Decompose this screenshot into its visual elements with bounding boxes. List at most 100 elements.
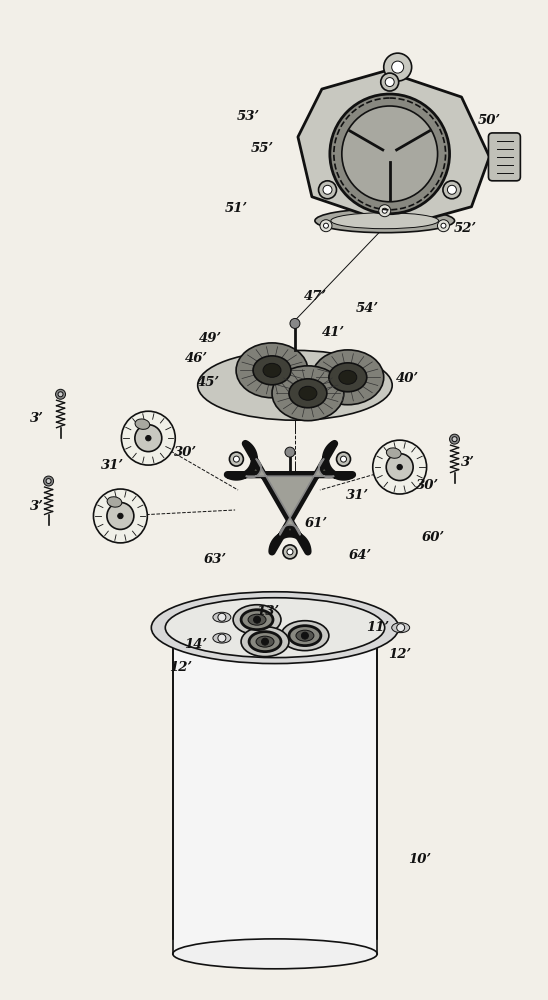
Text: 49’: 49’	[198, 332, 222, 345]
Circle shape	[283, 545, 297, 559]
Text: 52’: 52’	[454, 222, 477, 235]
Circle shape	[342, 106, 438, 202]
Text: 53’: 53’	[237, 110, 260, 123]
Polygon shape	[298, 71, 489, 227]
Circle shape	[118, 513, 123, 519]
Circle shape	[122, 411, 175, 465]
Circle shape	[94, 489, 147, 543]
Circle shape	[146, 435, 151, 441]
Ellipse shape	[253, 356, 291, 385]
Ellipse shape	[329, 363, 367, 392]
Text: 63’: 63’	[204, 553, 227, 566]
Text: 64’: 64’	[348, 549, 372, 562]
Text: 10’: 10’	[408, 853, 431, 866]
Circle shape	[385, 78, 394, 87]
Circle shape	[386, 454, 413, 481]
Ellipse shape	[289, 379, 327, 408]
Circle shape	[323, 185, 332, 194]
Circle shape	[301, 632, 309, 639]
Circle shape	[318, 181, 336, 199]
Text: 12’: 12’	[388, 648, 411, 661]
Circle shape	[330, 94, 449, 214]
Circle shape	[261, 638, 269, 645]
FancyBboxPatch shape	[173, 620, 377, 954]
Ellipse shape	[272, 366, 344, 421]
Circle shape	[233, 456, 239, 462]
Ellipse shape	[241, 627, 289, 657]
Circle shape	[379, 205, 391, 217]
Ellipse shape	[339, 370, 357, 384]
Circle shape	[340, 456, 346, 462]
Circle shape	[58, 392, 63, 397]
Circle shape	[373, 440, 426, 494]
Text: 51’: 51’	[225, 202, 248, 215]
Text: 31’: 31’	[101, 459, 124, 472]
Ellipse shape	[296, 630, 314, 641]
Circle shape	[437, 220, 449, 232]
Text: 12’: 12’	[169, 661, 192, 674]
Ellipse shape	[386, 448, 401, 458]
Ellipse shape	[299, 386, 317, 400]
Circle shape	[397, 464, 402, 470]
Circle shape	[443, 181, 461, 199]
Text: 61’: 61’	[304, 517, 328, 530]
Text: 3’: 3’	[460, 456, 475, 469]
Circle shape	[452, 437, 457, 442]
Ellipse shape	[236, 343, 308, 398]
Text: 45’: 45’	[197, 376, 220, 389]
Circle shape	[107, 502, 134, 529]
Circle shape	[323, 223, 328, 228]
Text: 60’: 60’	[422, 531, 445, 544]
Ellipse shape	[213, 633, 231, 643]
Text: 50’: 50’	[478, 114, 501, 127]
Ellipse shape	[256, 636, 274, 647]
Circle shape	[397, 624, 404, 632]
Circle shape	[392, 61, 404, 73]
Text: 11’: 11’	[366, 621, 389, 634]
Polygon shape	[246, 459, 334, 535]
Polygon shape	[227, 444, 352, 552]
Circle shape	[449, 434, 460, 444]
Ellipse shape	[213, 612, 231, 622]
Text: 30’: 30’	[174, 446, 197, 459]
Circle shape	[285, 447, 295, 457]
Ellipse shape	[263, 363, 281, 377]
Text: 54’: 54’	[356, 302, 379, 315]
Circle shape	[218, 613, 226, 621]
Ellipse shape	[151, 592, 399, 664]
Ellipse shape	[198, 350, 392, 420]
Ellipse shape	[233, 605, 281, 635]
Text: 41’: 41’	[322, 326, 345, 339]
Ellipse shape	[312, 350, 384, 405]
Text: 30’: 30’	[416, 479, 439, 492]
Circle shape	[381, 73, 399, 91]
Ellipse shape	[392, 623, 410, 633]
Ellipse shape	[107, 497, 122, 507]
Text: 31’: 31’	[346, 489, 369, 502]
Text: 14’: 14’	[185, 638, 208, 651]
FancyBboxPatch shape	[488, 133, 521, 181]
Circle shape	[447, 185, 456, 194]
Circle shape	[44, 476, 54, 486]
Circle shape	[384, 53, 412, 81]
Text: 55’: 55’	[250, 142, 273, 155]
Ellipse shape	[315, 209, 454, 233]
Circle shape	[287, 549, 293, 555]
Text: 40’: 40’	[396, 372, 419, 385]
Text: 46’: 46’	[185, 352, 208, 365]
Circle shape	[135, 425, 162, 452]
Text: 13’: 13’	[256, 605, 279, 618]
Ellipse shape	[173, 605, 377, 635]
Circle shape	[382, 208, 387, 213]
Ellipse shape	[135, 419, 150, 429]
Text: 3’: 3’	[30, 412, 43, 425]
Ellipse shape	[248, 614, 266, 625]
Circle shape	[230, 452, 243, 466]
Ellipse shape	[331, 213, 438, 229]
Text: 3’: 3’	[30, 500, 43, 513]
Circle shape	[290, 318, 300, 328]
Ellipse shape	[241, 610, 273, 630]
Ellipse shape	[165, 598, 385, 658]
Circle shape	[218, 634, 226, 642]
Circle shape	[320, 220, 332, 232]
